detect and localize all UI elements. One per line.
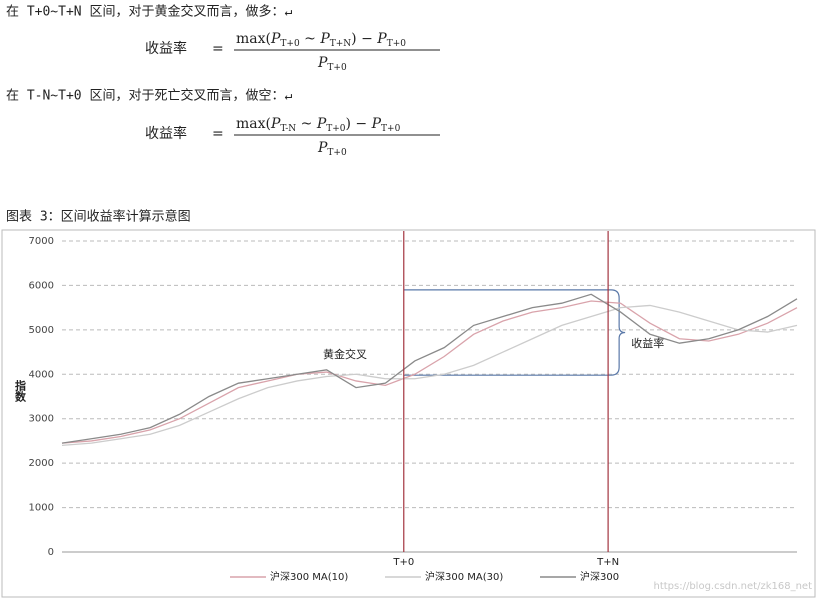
marker-label: T+0 [392, 557, 414, 568]
formula-var: P [371, 116, 382, 132]
formula-sub: T+0 [327, 63, 347, 73]
formula-lhs: 收益率 [145, 40, 187, 57]
formula-var: P [319, 31, 330, 47]
watermark: https://blog.csdn.net/zk168_net [653, 581, 812, 592]
formula-var: P [376, 31, 387, 47]
series-line [61, 304, 798, 447]
y-tick-label: 0 [48, 547, 54, 558]
legend-label: 沪深300 MA(30) [425, 570, 503, 583]
y-tick-label: 1000 [29, 503, 54, 514]
figure-frame [1, 229, 816, 598]
marker-label: T+N [596, 557, 619, 568]
formula-text: max( [236, 31, 271, 47]
formula-sub: T+0 [381, 124, 401, 134]
y-tick-label: 4000 [29, 369, 54, 380]
paragraph: 在 T+0~T+N 区间，对于黄金交叉而言，做多：↵ [6, 4, 292, 20]
legend-label: 沪深300 MA(10) [270, 570, 348, 583]
formula-eq: = [212, 126, 224, 142]
formula-sub: T+0 [327, 148, 347, 158]
formula-text: ~ [296, 116, 317, 132]
formula-sub: T+0 [326, 124, 346, 134]
series-line [61, 293, 798, 444]
formula-text: ~ [300, 31, 321, 47]
formula-var: P [316, 116, 327, 132]
formula-text: ) − [351, 31, 377, 47]
formula-numerator: max(PT-N​ ~ PT+0​) − PT+0​ [236, 116, 401, 134]
formula-text: ) − [346, 116, 372, 132]
annotation: 黄金交叉 [323, 347, 367, 361]
y-tick-label: 2000 [29, 458, 54, 469]
formula-lhs: 收益率 [145, 125, 187, 142]
formula-sub: T+0 [280, 39, 300, 49]
formula-eq: = [212, 41, 224, 57]
formula-denominator: PT+0 [317, 140, 347, 158]
formula-text: max( [236, 116, 271, 132]
legend-label: 沪深300 [580, 570, 619, 583]
formula-numerator: max(PT+0​ ~ PT+N​) − PT+0​ [236, 31, 406, 49]
y-tick-label: 3000 [29, 414, 54, 425]
formula-var: P [270, 116, 281, 132]
formula-sub: T+0 [387, 39, 407, 49]
formula-sub: T-N [280, 124, 296, 134]
y-axis-label: 指数 [14, 379, 27, 403]
return-bracket [403, 289, 626, 376]
paragraph: 在 T-N~T+0 区间，对于死亡交叉而言，做空：↵ [6, 88, 292, 104]
series-line [61, 300, 798, 444]
formula-denominator: PT+0 [317, 55, 347, 73]
y-tick-label: 5000 [29, 325, 54, 336]
annotation: 收益率 [631, 336, 664, 350]
formula-var: P [317, 140, 328, 156]
figure-caption: 图表 3：区间收益率计算示意图 [6, 209, 191, 225]
formula-var: P [270, 31, 281, 47]
formula-sub: T+N [330, 39, 352, 49]
y-tick-label: 7000 [29, 236, 54, 247]
formula-var: P [317, 55, 328, 71]
y-tick-label: 6000 [29, 280, 54, 291]
